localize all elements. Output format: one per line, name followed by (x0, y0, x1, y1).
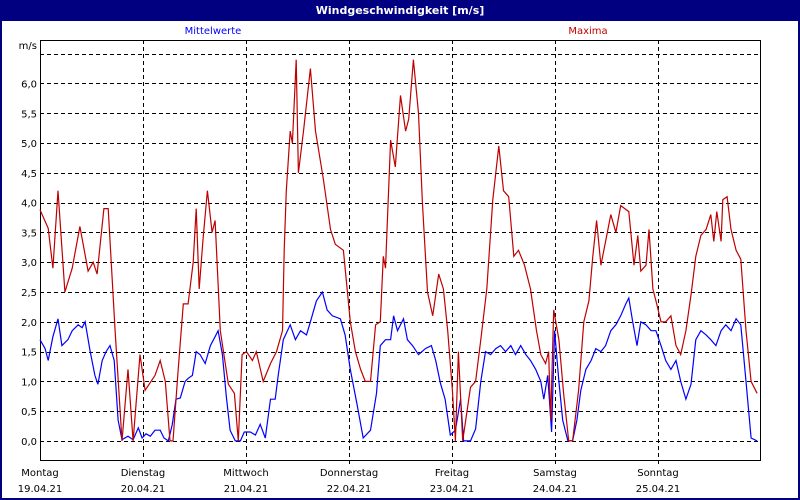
legend-mittelwerte: Mittelwerte (185, 26, 242, 37)
y-tick-label: 4,0 (21, 199, 37, 210)
x-tick-weekday: Freitag (435, 468, 469, 479)
y-tick-label: 4,5 (21, 169, 37, 180)
y-tick-label: 3,5 (21, 228, 37, 239)
axes: 0,0 0,5 1,0 1,5 2,0 2,5 3,0 3,5 4,0 4,5 5,0 5,5 6,0 M… (18, 40, 761, 495)
plot-frame (40, 40, 761, 461)
x-tick-date: 19.04.21 (18, 484, 63, 495)
y-tick-label: 6,0 (21, 79, 37, 90)
x-tick-weekday: Sonntag (637, 468, 679, 479)
x-tick-weekday: Samstag (533, 468, 577, 479)
y-tick-label: 2,0 (21, 318, 37, 329)
y-tick-label: 2,5 (21, 288, 37, 299)
x-tick-date: 24.04.21 (533, 484, 578, 495)
x-tick-date: 20.04.21 (121, 484, 166, 495)
y-tick-label: 1,5 (21, 348, 37, 359)
y-tick-label: 0,5 (21, 407, 37, 418)
x-tick-date: 25.04.21 (636, 484, 681, 495)
series-line-maxima (39, 59, 758, 442)
series-line-mittelwerte (39, 290, 758, 442)
y-tick-label: 5,0 (21, 139, 37, 150)
y-axis-label: m/s (19, 41, 37, 52)
window-title: Windgeschwindigkeit [m/s] (2, 2, 798, 21)
y-tick-label: 5,5 (21, 109, 37, 120)
y-tick-label: 1,0 (21, 377, 37, 388)
x-tick-date: 23.04.21 (430, 484, 475, 495)
gridlines (40, 40, 761, 466)
x-tick-weekday: Donnerstag (320, 468, 378, 479)
series-lines (39, 59, 758, 442)
x-tick-weekday: Montag (21, 468, 58, 479)
x-tick-date: 22.04.21 (327, 484, 372, 495)
x-tick-weekday: Dienstag (121, 468, 166, 479)
y-tick-label: 0,0 (21, 437, 37, 448)
y-tick-label: 3,0 (21, 258, 37, 269)
legend-maxima: Maxima (568, 26, 607, 37)
x-tick-weekday: Mittwoch (223, 468, 268, 479)
x-tick-date: 21.04.21 (224, 484, 269, 495)
